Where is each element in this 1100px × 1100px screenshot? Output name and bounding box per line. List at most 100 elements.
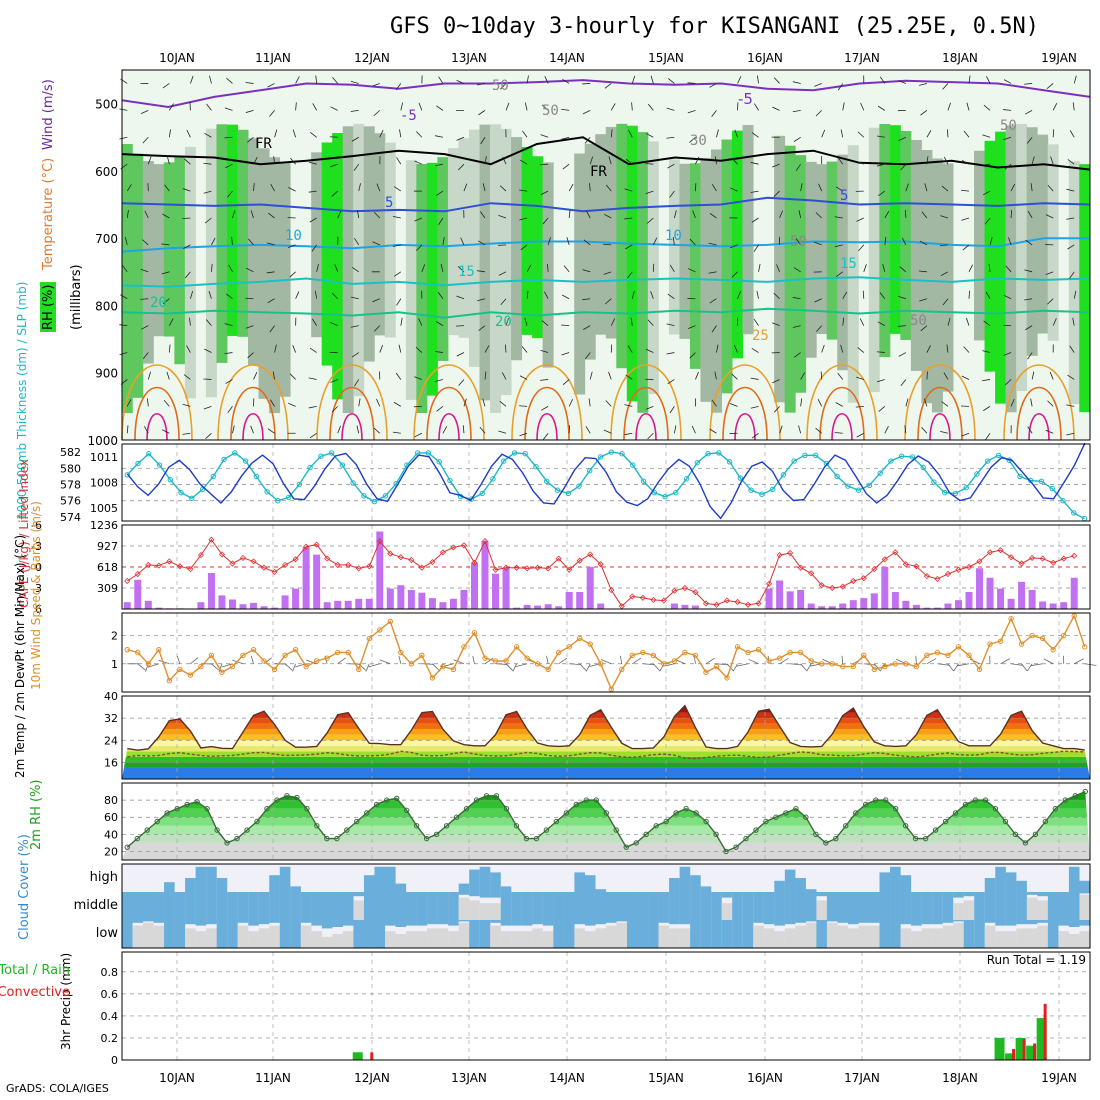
- temp-legend-label: Temperature (°C): [41, 158, 56, 271]
- cape-bar: [902, 600, 910, 609]
- rh2m-point: [912, 835, 919, 842]
- cloud-cell: [837, 920, 849, 923]
- wind-barb: [330, 163, 338, 168]
- wind-barb: [816, 325, 822, 332]
- cloud-cell: [847, 920, 859, 925]
- rh-axis-label: 2m RH (%): [29, 779, 44, 850]
- li-point: [629, 593, 636, 600]
- wind-barb-10m: [732, 663, 738, 672]
- rh2m-point: [743, 835, 749, 842]
- wind-barb: [840, 344, 844, 353]
- isotherm-30: [230, 386, 276, 441]
- wind-barb: [733, 345, 738, 353]
- wind-barb: [586, 210, 591, 219]
- wind-barb: [373, 211, 381, 219]
- li-point: [1060, 555, 1067, 562]
- wind-barb: [834, 244, 843, 248]
- wind-barb: [144, 210, 149, 219]
- thickness-point: [178, 489, 184, 496]
- cloud-cell: [890, 866, 901, 892]
- wind-barb: [499, 401, 507, 407]
- wind-barb: [166, 371, 170, 380]
- wind-barb-10m: [873, 663, 881, 672]
- cloud-cell: [784, 920, 796, 925]
- thickness-tick: 580: [60, 462, 81, 475]
- wind-speed-point: [440, 663, 446, 670]
- wind-barb: [434, 135, 443, 138]
- rh-cell: [142, 160, 154, 364]
- cloud-cell: [342, 892, 354, 920]
- wind-barb-10m: [218, 663, 223, 672]
- wind-barb: [884, 425, 889, 434]
- wind-barb: [526, 264, 532, 273]
- wind-barb: [905, 183, 909, 192]
- li-point: [303, 543, 310, 550]
- wind-barb: [182, 188, 191, 192]
- wind-barb: [652, 237, 658, 246]
- wind-barb: [628, 130, 633, 138]
- wind-barb: [856, 160, 864, 165]
- rh-cell: [837, 154, 849, 371]
- wind-barb: [1003, 109, 1012, 111]
- wind-speed-point: [398, 649, 404, 656]
- thickness-point: [156, 462, 163, 468]
- wind-barb: [919, 83, 928, 86]
- thickness-point: [414, 450, 421, 456]
- cloud-cell: [206, 892, 217, 920]
- wind-barb: [438, 217, 444, 225]
- date-label-top: 13JAN: [451, 51, 487, 65]
- wind-barb: [941, 185, 949, 192]
- wind-barb-10m: [863, 663, 876, 666]
- wind-barb: [1031, 156, 1035, 165]
- thickness-point: [135, 460, 141, 467]
- wind-speed-point: [619, 666, 625, 673]
- temp-band: [122, 705, 1090, 713]
- li-point: [829, 584, 836, 592]
- li-point: [313, 541, 320, 548]
- thickness-tick: 576: [60, 495, 81, 508]
- rh2m-point: [1062, 797, 1069, 803]
- wind-barb: [163, 400, 170, 407]
- wind-barb: [568, 210, 571, 219]
- wind-barb: [1024, 110, 1033, 115]
- cloud-cell: [216, 892, 228, 920]
- cloud-cell: [300, 892, 312, 920]
- wind-barb: [603, 243, 612, 246]
- wind-barb: [943, 372, 949, 380]
- wind-barb: [926, 345, 931, 353]
- cape-bar: [449, 598, 457, 609]
- wind-barb: [589, 183, 591, 192]
- wind-barb: [437, 292, 444, 299]
- wind-barb: [901, 237, 907, 246]
- wind-barb: [731, 158, 738, 165]
- rh-cell: [605, 126, 617, 339]
- wind-barb: [211, 237, 216, 246]
- rh-cell: [942, 163, 954, 392]
- rh-cell: [1037, 134, 1049, 334]
- cloud-cell: [774, 931, 785, 948]
- li-point: [587, 551, 594, 558]
- wind-barb: [631, 102, 633, 111]
- isotherm-30: [1016, 386, 1062, 441]
- wind-barb-10m: [953, 663, 959, 672]
- wind-barb: [800, 183, 803, 192]
- wind-barb: [983, 320, 991, 326]
- rh-field: [121, 123, 1091, 414]
- wind-barb: [1024, 83, 1033, 85]
- wind-barb: [183, 244, 191, 249]
- cloud-cell: [763, 928, 775, 948]
- rh-tick: 40: [104, 828, 118, 841]
- wind-barb: [308, 405, 317, 409]
- wind-barb: [416, 244, 423, 251]
- cape-bar: [355, 598, 363, 609]
- rh2m-point: [613, 827, 619, 833]
- wind-barb-10m: [515, 663, 528, 667]
- wind-barb: [356, 425, 360, 434]
- wind-barb: [435, 321, 444, 326]
- cloud-cell: [553, 920, 564, 948]
- cloud-cell: [395, 934, 407, 948]
- wind-barb: [310, 132, 317, 138]
- wind-speed-point: [387, 618, 394, 625]
- rh-cell: [437, 157, 449, 361]
- cloud-cell: [1037, 900, 1048, 920]
